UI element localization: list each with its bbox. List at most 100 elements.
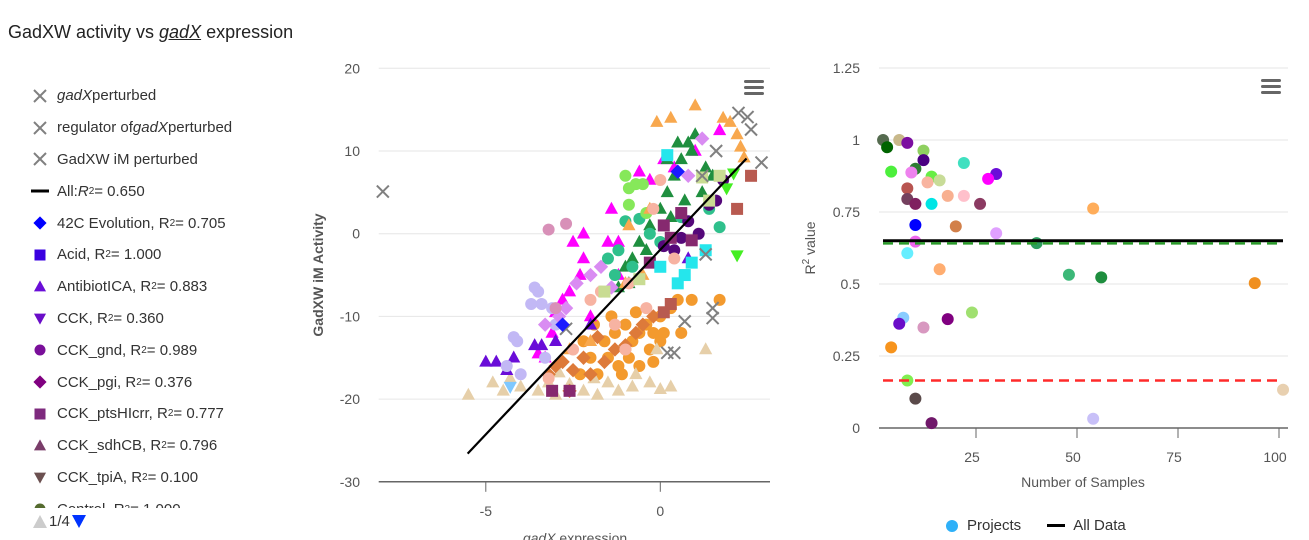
y-axis-label: R2 value: [801, 221, 818, 274]
legend-label-part: Acid, R: [57, 246, 106, 264]
legend-item[interactable]: gadX perturbed: [30, 80, 300, 112]
data-point: [525, 297, 538, 310]
project-point[interactable]: [957, 189, 970, 202]
pager-up-icon[interactable]: [33, 515, 47, 528]
data-point: [549, 302, 562, 315]
menu-icon[interactable]: [744, 80, 764, 95]
data-point: [576, 383, 591, 396]
project-point[interactable]: [990, 227, 1003, 240]
project-point[interactable]: [949, 220, 962, 233]
pager-down-icon[interactable]: [71, 515, 86, 528]
project-point[interactable]: [933, 263, 946, 276]
data-point: [695, 185, 709, 198]
x-tick-label: 25: [964, 449, 980, 465]
legend-label-part: All:: [57, 182, 78, 200]
title-gene: gadX: [159, 22, 202, 42]
project-point[interactable]: [941, 189, 954, 202]
line-icon: [1047, 523, 1066, 527]
project-point[interactable]: [1062, 268, 1075, 281]
project-point[interactable]: [881, 141, 894, 154]
legend-projects[interactable]: Projects: [945, 517, 1021, 534]
legend-item[interactable]: Control, R2 = 1.000: [30, 493, 300, 508]
data-point: [664, 110, 678, 123]
project-point[interactable]: [933, 174, 946, 187]
project-point[interactable]: [925, 417, 938, 430]
project-point[interactable]: [965, 306, 978, 319]
project-point[interactable]: [905, 166, 918, 179]
legend-label-part: 2: [141, 344, 147, 356]
data-point: [664, 209, 678, 222]
project-point[interactable]: [957, 157, 970, 170]
legend-marker: [33, 120, 47, 135]
data-point: [643, 375, 657, 388]
data-point: [657, 326, 670, 339]
data-point: [699, 342, 713, 355]
data-point: [500, 360, 513, 373]
x-axis-label: Number of Samples: [1021, 474, 1145, 490]
data-point: [667, 346, 681, 360]
project-point[interactable]: [974, 197, 987, 210]
project-point[interactable]: [1087, 412, 1100, 425]
circle-icon: [946, 519, 958, 532]
data-point: [601, 375, 615, 388]
legend-label-part: gadX: [57, 87, 93, 105]
project-point[interactable]: [909, 197, 922, 210]
project-point[interactable]: [917, 144, 930, 157]
data-point: [542, 223, 555, 236]
data-point: [647, 202, 660, 215]
legend-all-data[interactable]: All Data: [1047, 517, 1126, 534]
project-point[interactable]: [901, 247, 914, 260]
menu-icon[interactable]: [1261, 79, 1281, 94]
project-point[interactable]: [917, 321, 930, 334]
data-point: [576, 226, 591, 239]
circle-icon: [34, 344, 46, 356]
project-point[interactable]: [1277, 383, 1290, 396]
data-point: [675, 207, 688, 220]
project-point[interactable]: [925, 197, 938, 210]
data-point: [678, 269, 691, 282]
legend-label-part: CCK_gnd, R: [57, 341, 142, 359]
project-point[interactable]: [982, 172, 995, 185]
square-icon: [34, 249, 46, 261]
data-point: [558, 300, 574, 316]
data-point: [612, 244, 625, 257]
project-point[interactable]: [1248, 277, 1261, 290]
data-point: [531, 383, 545, 396]
data-point: [576, 350, 591, 365]
legend-label-part: CCK, R: [57, 309, 108, 327]
data-point: [376, 184, 390, 199]
legend-marker: [31, 189, 49, 193]
project-point[interactable]: [885, 165, 898, 178]
project-point[interactable]: [917, 154, 930, 167]
legend-item[interactable]: GadXW iM perturbed: [30, 144, 300, 176]
project-point[interactable]: [909, 218, 922, 231]
project-point[interactable]: [901, 182, 914, 195]
data-point: [705, 301, 720, 315]
project-point[interactable]: [901, 136, 914, 149]
x-axis-label-gene: gadX: [523, 530, 556, 540]
project-point[interactable]: [921, 176, 934, 189]
legend-item[interactable]: regulator of gadX perturbed: [30, 112, 300, 144]
x-icon: [33, 120, 47, 135]
project-point[interactable]: [885, 341, 898, 354]
project-point[interactable]: [1087, 202, 1100, 215]
project-point[interactable]: [941, 313, 954, 326]
data-point: [629, 306, 642, 319]
project-point[interactable]: [909, 392, 922, 405]
chart-title: GadXW activity vs gadX expression: [8, 22, 293, 43]
project-point[interactable]: [1095, 271, 1108, 284]
data-point: [560, 217, 573, 230]
circle-icon: [34, 503, 46, 508]
project-point[interactable]: [893, 317, 906, 330]
